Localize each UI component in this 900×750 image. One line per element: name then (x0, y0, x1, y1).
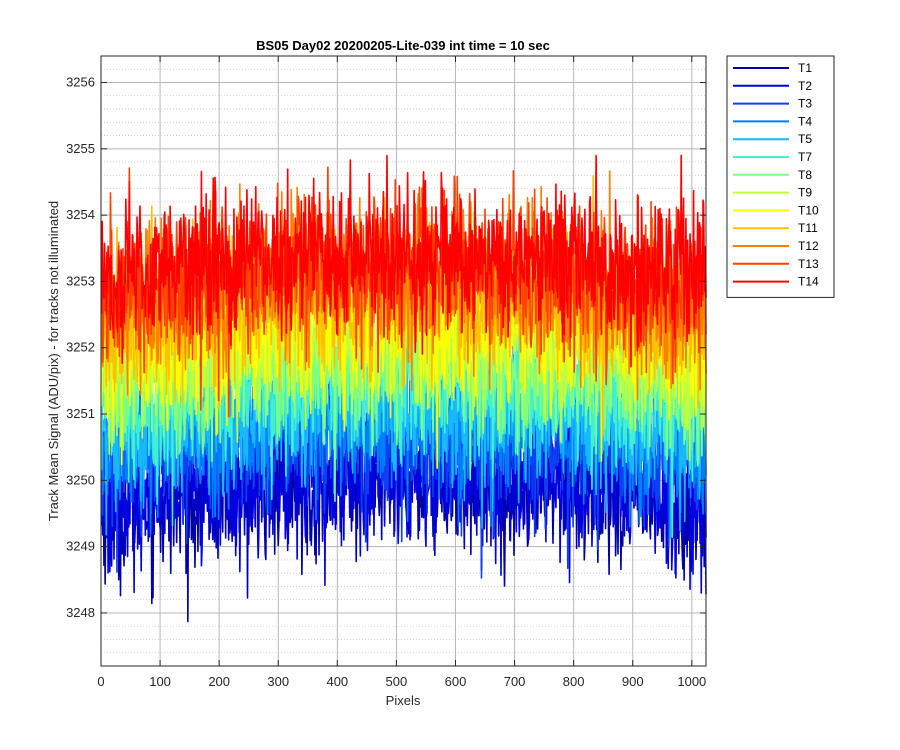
x-tick-label: 200 (208, 674, 230, 689)
legend-label-T13: T13 (798, 257, 819, 271)
x-tick-label: 700 (504, 674, 526, 689)
y-axis-label: Track Mean Signal (ADU/pix) - for tracks… (46, 201, 61, 521)
axes-box (100, 55, 707, 667)
legend-label-T12: T12 (798, 239, 819, 253)
legend-label-T14: T14 (798, 275, 819, 289)
legend-label-T10: T10 (798, 203, 819, 217)
series-line-T14 (100, 154, 707, 368)
legend-label-T9: T9 (798, 186, 812, 200)
legend-label-T5: T5 (798, 132, 812, 146)
legend-label-T2: T2 (798, 79, 812, 93)
legend-box (726, 55, 835, 298)
x-tick-label: 500 (386, 674, 408, 689)
x-tick-label: 900 (622, 674, 644, 689)
y-tick-label: 3250 (66, 472, 95, 487)
y-tick-label: 3253 (66, 273, 95, 288)
series-layer (100, 154, 707, 623)
x-tick-label: 100 (149, 674, 171, 689)
x-tick-label: 0 (97, 674, 104, 689)
legend-label-T11: T11 (798, 221, 818, 235)
x-tick-label: 300 (267, 674, 289, 689)
y-tick-label: 3254 (66, 207, 95, 222)
y-tick-label: 3248 (66, 605, 95, 620)
x-tick-label: 400 (326, 674, 348, 689)
ticks: 0 100 200 300 400 500 600 700 800 900 1000 3248 3249… (66, 56, 706, 689)
chart-title: BS05 Day02 20200205-Lite-039 int time = … (256, 38, 550, 53)
legend: T1 T2 T3 T4 T5 T7 T8 T9 T10 T11 T12 T13 T14 (726, 55, 835, 298)
x-tick-label: 600 (445, 674, 467, 689)
legend-label-T1: T1 (798, 61, 812, 75)
y-tick-label: 3252 (66, 340, 95, 355)
x-axis-label: Pixels (386, 693, 421, 708)
legend-label-T7: T7 (798, 150, 812, 164)
legend-label-T3: T3 (798, 97, 812, 111)
y-tick-label: 3249 (66, 539, 95, 554)
y-tick-label: 3256 (66, 75, 95, 90)
legend-label-T4: T4 (798, 114, 812, 128)
y-tick-label: 3255 (66, 141, 95, 156)
legend-label-T8: T8 (798, 168, 812, 182)
x-tick-label: 1000 (677, 674, 706, 689)
x-tick-label: 800 (563, 674, 585, 689)
y-tick-label: 3251 (66, 406, 95, 421)
